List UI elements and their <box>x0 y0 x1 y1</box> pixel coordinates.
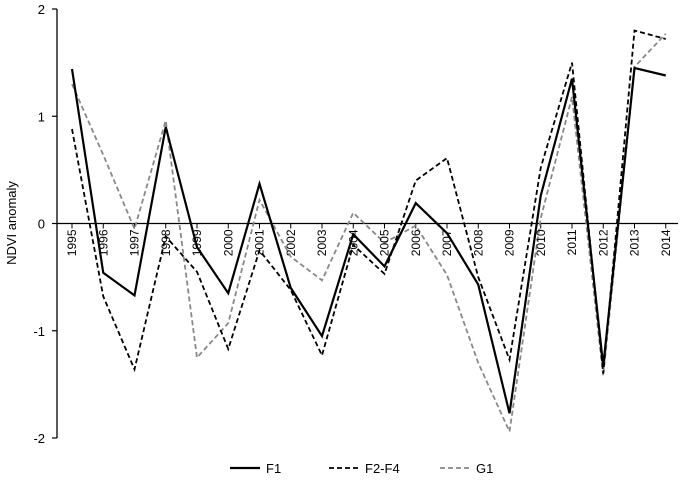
x-tick-labels: 1995 1996 1997 1998 1999 2000 2001 2002 2003 2004… <box>65 229 673 256</box>
x-tick-label: 2007 <box>440 229 454 256</box>
x-tick-label: 2011 <box>565 229 579 255</box>
x-tick-label: 2005 <box>378 229 392 256</box>
y-axis-title: NDVI anomaly <box>4 181 19 265</box>
x-tick-label: 2002 <box>284 229 298 256</box>
series-line-f2-f4 <box>71 29 666 374</box>
series-line-f1 <box>70 66 667 414</box>
y-tick-label: -2 <box>33 431 45 446</box>
x-tick-label: 2014 <box>659 229 673 256</box>
x-tick-label: 2013 <box>628 229 642 256</box>
x-tick-label: 2010 <box>534 229 548 256</box>
series-line-g1 <box>71 33 667 435</box>
x-tick-label: 2012 <box>596 229 610 256</box>
x-tick-label: 2001 <box>253 229 267 256</box>
x-tick-label: 1995 <box>65 229 79 256</box>
x-tick-label: 2003 <box>315 229 329 256</box>
y-tick-label: -1 <box>33 324 45 339</box>
x-tick-label: 2006 <box>409 229 423 256</box>
legend: F1 F2-F4 G1 <box>230 461 493 476</box>
y-tick-label: 1 <box>38 109 45 124</box>
legend-label-f1: F1 <box>266 461 281 476</box>
y-tick-label: 0 <box>38 217 45 232</box>
x-tick-label: 2009 <box>503 229 517 256</box>
legend-label-g1: G1 <box>476 461 493 476</box>
x-tick-label: 2000 <box>221 229 235 256</box>
x-tick-label: 1996 <box>96 229 110 256</box>
x-tick-label: 1997 <box>128 229 142 256</box>
x-tick-label: 1998 <box>159 229 173 256</box>
legend-label-f2-f4: F2-F4 <box>365 461 400 476</box>
x-tick-label: 1999 <box>190 229 204 256</box>
y-tick-label: 2 <box>38 2 45 17</box>
x-tick-label: 2008 <box>471 229 485 256</box>
x-tick-label: 2004 <box>346 229 360 256</box>
chart-axes: 2 1 0 -1 -2 <box>33 2 678 446</box>
series-layer <box>70 29 667 435</box>
